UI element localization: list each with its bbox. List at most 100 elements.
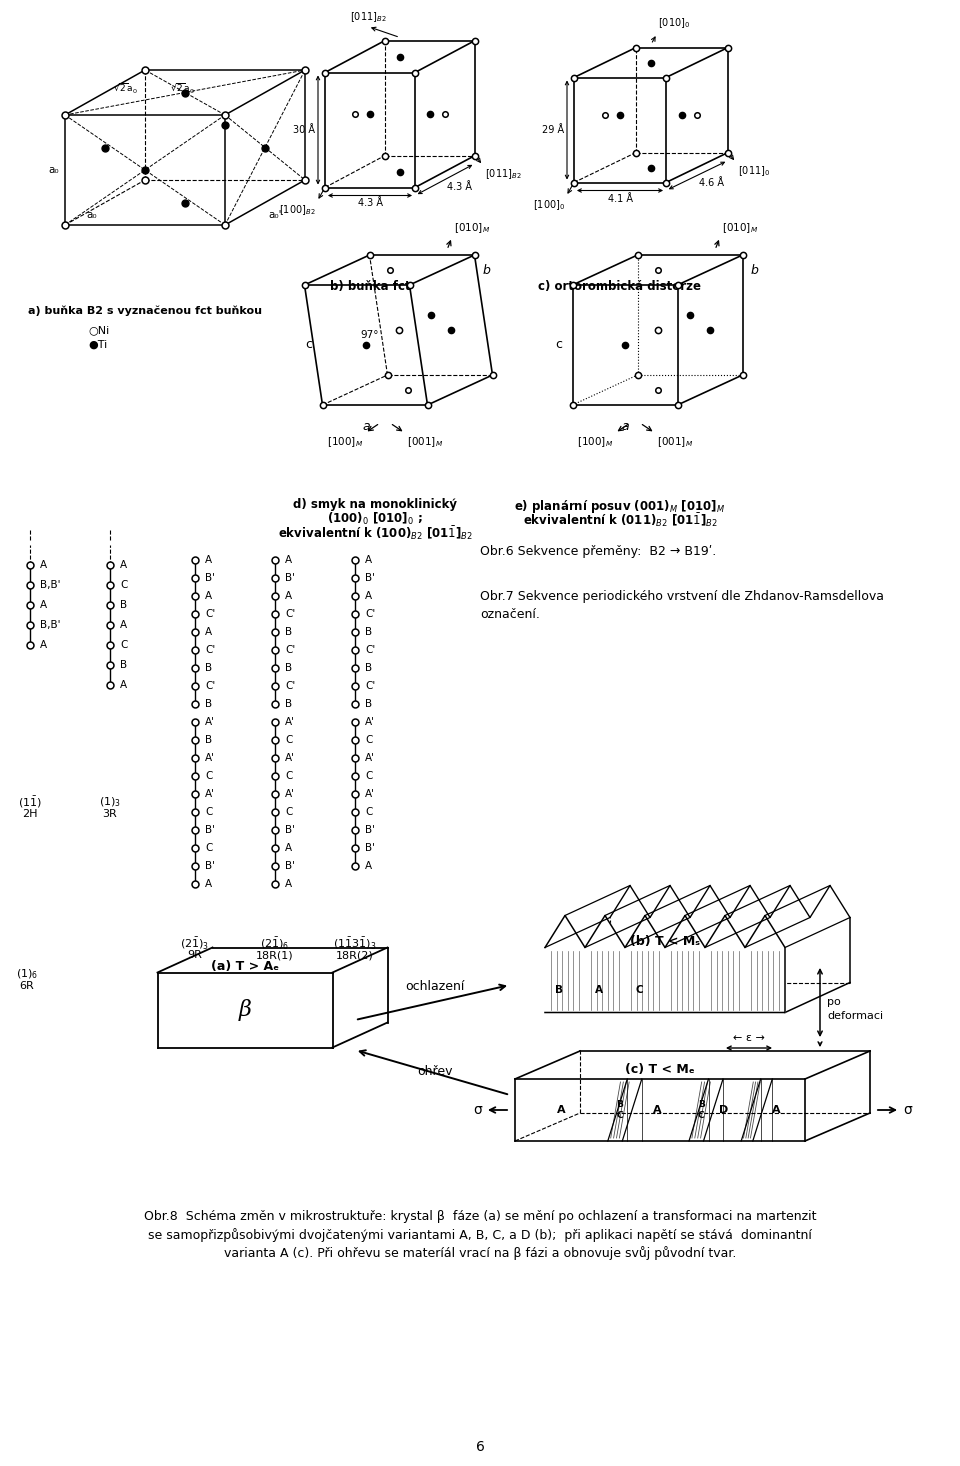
- Text: A': A': [365, 789, 375, 799]
- Text: A': A': [205, 789, 215, 799]
- Text: B': B': [365, 825, 375, 836]
- Text: [100]$_M$: [100]$_M$: [327, 435, 363, 449]
- Text: (1$\bar{1}$): (1$\bar{1}$): [18, 795, 42, 811]
- Text: A: A: [285, 880, 292, 888]
- Text: B: B: [365, 663, 372, 673]
- Text: c: c: [556, 339, 563, 352]
- Text: 4.3 Å: 4.3 Å: [357, 198, 382, 208]
- Text: A: A: [285, 591, 292, 601]
- Text: e) planární posuv (001)$_M$ [010]$_M$: e) planární posuv (001)$_M$ [010]$_M$: [515, 498, 726, 515]
- Text: [010]$_M$: [010]$_M$: [722, 221, 758, 235]
- Text: ← ε →: ← ε →: [733, 1034, 765, 1042]
- Text: Obr.7 Sekvence periodického vrstvení dle Zhdanov-Ramsdellova: Obr.7 Sekvence periodického vrstvení dle…: [480, 589, 884, 603]
- Text: 4.3 Å: 4.3 Å: [447, 182, 472, 192]
- Text: a) buňka B2 s vyznačenou fct buňkou: a) buňka B2 s vyznačenou fct buňkou: [28, 305, 262, 315]
- Text: c: c: [305, 339, 313, 352]
- Text: [001]$_M$: [001]$_M$: [657, 435, 693, 449]
- Text: C: C: [205, 806, 212, 817]
- Text: b) buňka fct: b) buňka fct: [329, 280, 410, 293]
- Text: varianta A (c). Při ohřevu se materíál vrací na β fázi a obnovuje svůj původní t: varianta A (c). Při ohřevu se materíál v…: [224, 1246, 736, 1259]
- Text: [011]$_0$: [011]$_0$: [738, 164, 770, 179]
- Text: A: A: [285, 843, 292, 853]
- Text: A: A: [205, 627, 212, 638]
- Text: Obr.6 Sekvence přeměny:  B2 → B19ʹ.: Obr.6 Sekvence přeměny: B2 → B19ʹ.: [480, 545, 716, 559]
- Text: B': B': [365, 843, 375, 853]
- Text: B: B: [365, 627, 372, 638]
- Text: B: B: [365, 699, 372, 710]
- Text: A: A: [40, 641, 47, 649]
- Text: C': C': [365, 608, 375, 619]
- Text: c) ortorombická distorze: c) ortorombická distorze: [539, 280, 702, 293]
- Text: 29 Å: 29 Å: [541, 125, 564, 135]
- Text: A: A: [120, 680, 127, 690]
- Text: A: A: [653, 1105, 661, 1116]
- Text: C': C': [285, 682, 296, 690]
- Text: B: B: [285, 663, 292, 673]
- Text: 97°: 97°: [361, 330, 379, 340]
- Text: β: β: [239, 998, 252, 1020]
- Text: C: C: [285, 734, 293, 745]
- Text: b: b: [483, 264, 491, 277]
- Text: A: A: [557, 1105, 565, 1116]
- Text: b: b: [751, 264, 758, 277]
- Text: B': B': [285, 825, 295, 836]
- Text: 9R: 9R: [187, 950, 203, 960]
- Text: B: B: [285, 699, 292, 710]
- Text: B
C: B C: [698, 1101, 705, 1120]
- Text: deformaci: deformaci: [827, 1012, 883, 1020]
- Text: Obr.8  Schéma změn v mikrostruktuře: krystal β  fáze (a) se mění po ochlazení a : Obr.8 Schéma změn v mikrostruktuře: krys…: [144, 1209, 816, 1223]
- Text: C: C: [285, 771, 293, 781]
- Text: A: A: [772, 1105, 780, 1116]
- Text: C': C': [205, 608, 215, 619]
- Text: C: C: [365, 734, 372, 745]
- Text: B: B: [285, 627, 292, 638]
- Text: C': C': [365, 682, 375, 690]
- Text: A: A: [205, 880, 212, 888]
- Text: a: a: [621, 419, 629, 432]
- Text: B: B: [555, 985, 563, 995]
- Text: A: A: [120, 620, 127, 630]
- Text: B: B: [205, 734, 212, 745]
- Text: [010]$_M$: [010]$_M$: [454, 221, 490, 235]
- Text: B
C: B C: [616, 1101, 623, 1120]
- Text: B,B': B,B': [40, 620, 60, 630]
- Text: se samopřizpůsobivými dvojčatenými variantami A, B, C, a D (b);  při aplikaci na: se samopřizpůsobivými dvojčatenými varia…: [148, 1229, 812, 1242]
- Text: po: po: [827, 997, 841, 1007]
- Text: (2$\bar{1}$)$_3$: (2$\bar{1}$)$_3$: [180, 935, 209, 951]
- Text: A': A': [285, 789, 295, 799]
- Text: ●Ti: ●Ti: [88, 340, 108, 350]
- Text: $\sqrt{2}$a$_0$: $\sqrt{2}$a$_0$: [112, 82, 137, 95]
- Text: 6: 6: [475, 1440, 485, 1454]
- Text: (a) T > Aₑ: (a) T > Aₑ: [211, 960, 279, 973]
- Text: 4.1 Å: 4.1 Å: [608, 194, 633, 204]
- Text: A: A: [40, 560, 47, 570]
- Text: označení.: označení.: [480, 608, 540, 622]
- Text: C': C': [285, 645, 296, 655]
- Text: B': B': [285, 573, 295, 583]
- Text: [011]$_{B2}$: [011]$_{B2}$: [349, 10, 386, 23]
- Text: A: A: [120, 560, 127, 570]
- Text: a₀: a₀: [48, 166, 59, 174]
- Text: A': A': [365, 717, 375, 727]
- Text: [011]$_{B2}$: [011]$_{B2}$: [485, 167, 521, 182]
- Text: (1)$_3$: (1)$_3$: [99, 795, 121, 809]
- Text: ochlazení: ochlazení: [405, 979, 465, 992]
- Text: (100)$_0$ [010]$_0$ ;: (100)$_0$ [010]$_0$ ;: [327, 512, 422, 528]
- Text: d) smyk na monoklinický: d) smyk na monoklinický: [293, 498, 457, 512]
- Text: A': A': [205, 717, 215, 727]
- Text: (c) T < Mₑ: (c) T < Mₑ: [625, 1063, 695, 1076]
- Text: 3R: 3R: [103, 809, 117, 819]
- Text: A': A': [285, 754, 295, 762]
- Text: [001]$_M$: [001]$_M$: [407, 435, 444, 449]
- Text: 4.6 Å: 4.6 Å: [699, 177, 724, 188]
- Text: C: C: [120, 581, 128, 589]
- Text: a₀: a₀: [86, 211, 97, 220]
- Text: $\sqrt{2}$a$_0$: $\sqrt{2}$a$_0$: [170, 82, 195, 95]
- Text: ○Ni: ○Ni: [88, 325, 109, 336]
- Text: A: A: [285, 556, 292, 564]
- Text: (1$\bar{1}$3$\bar{1}$)$_3$: (1$\bar{1}$3$\bar{1}$)$_3$: [333, 935, 376, 951]
- Text: C: C: [205, 771, 212, 781]
- Text: A: A: [365, 591, 372, 601]
- Text: B': B': [365, 573, 375, 583]
- Text: 18R(2): 18R(2): [336, 950, 373, 960]
